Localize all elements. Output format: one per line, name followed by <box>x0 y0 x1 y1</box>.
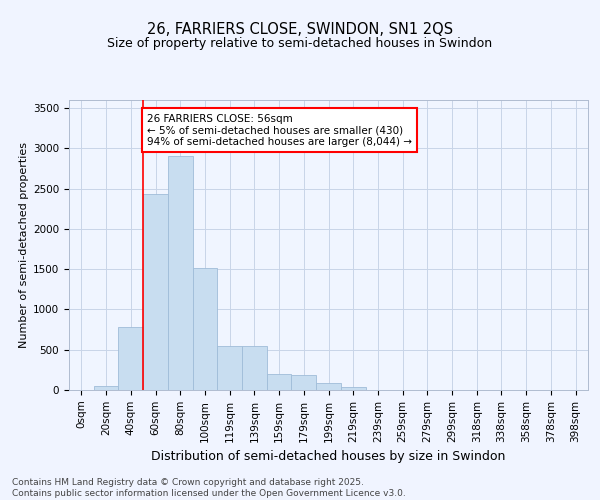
Text: 26, FARRIERS CLOSE, SWINDON, SN1 2QS: 26, FARRIERS CLOSE, SWINDON, SN1 2QS <box>147 22 453 38</box>
Bar <box>341 387 365 390</box>
Y-axis label: Number of semi-detached properties: Number of semi-detached properties <box>19 142 29 348</box>
Bar <box>316 383 341 390</box>
Bar <box>168 156 193 390</box>
Bar <box>94 386 118 390</box>
Text: 26 FARRIERS CLOSE: 56sqm
← 5% of semi-detached houses are smaller (430)
94% of s: 26 FARRIERS CLOSE: 56sqm ← 5% of semi-de… <box>147 114 412 147</box>
Bar <box>267 374 292 390</box>
Text: Size of property relative to semi-detached houses in Swindon: Size of property relative to semi-detach… <box>107 38 493 51</box>
Bar <box>242 346 267 390</box>
Bar <box>143 194 168 390</box>
X-axis label: Distribution of semi-detached houses by size in Swindon: Distribution of semi-detached houses by … <box>151 450 506 463</box>
Bar <box>292 374 316 390</box>
Bar <box>217 346 242 390</box>
Bar <box>118 327 143 390</box>
Text: Contains HM Land Registry data © Crown copyright and database right 2025.
Contai: Contains HM Land Registry data © Crown c… <box>12 478 406 498</box>
Bar <box>193 268 217 390</box>
